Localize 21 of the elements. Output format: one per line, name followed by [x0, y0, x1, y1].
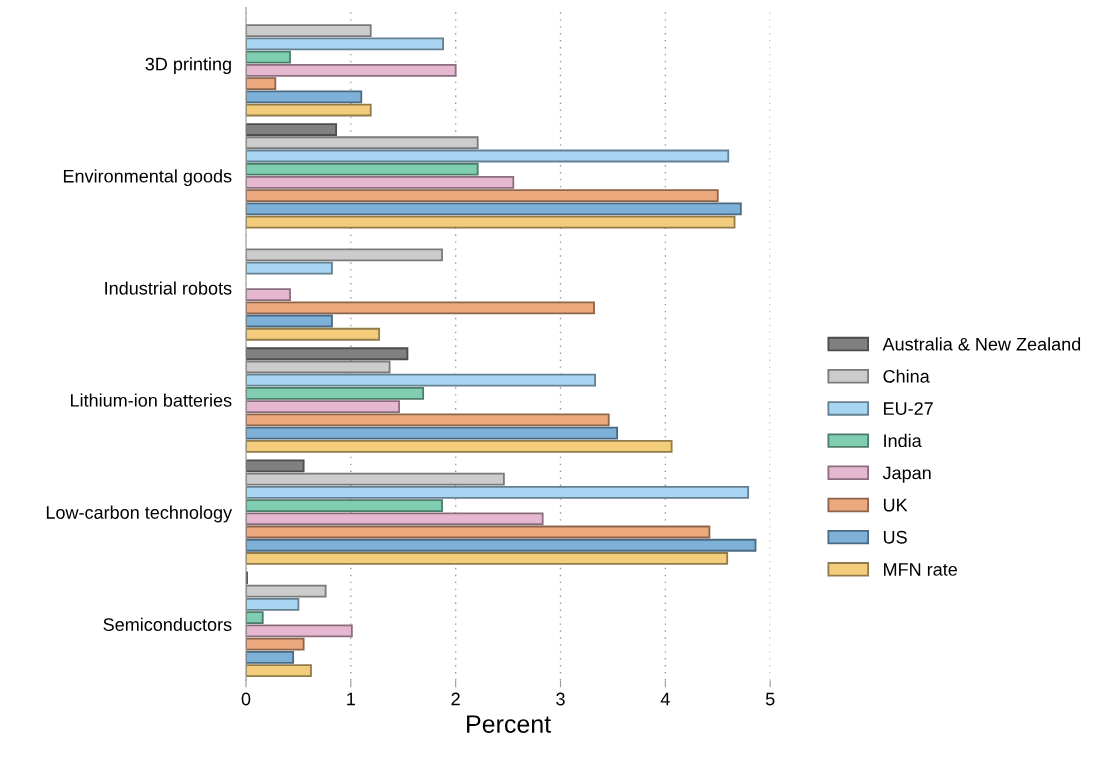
legend-label: Japan: [882, 466, 931, 483]
legend-label: Australia & New Zealand: [882, 337, 1081, 351]
legend-label: EU-27: [884, 402, 933, 415]
y-tick-label: 3D printing: [145, 57, 231, 75]
y-tick-label: Lithium-ion batteries: [71, 393, 232, 407]
x-tick-label: 0: [241, 692, 251, 706]
y-tick-label: Low-carbon technology: [46, 505, 233, 523]
x-tick-label: 2: [451, 692, 460, 706]
x-tick-label: 5: [765, 692, 775, 706]
legend-label: MFN rate: [884, 563, 957, 576]
x-tick-label: 4: [660, 692, 670, 706]
legend-label: UK: [883, 498, 908, 512]
y-tick-label: Semiconductors: [103, 617, 232, 631]
x-axis-title: Percent: [467, 715, 551, 733]
y-tick-label: Environmental goods: [63, 169, 232, 187]
x-tick-label: 1: [347, 692, 355, 706]
y-tick-label: Industrial robots: [105, 281, 232, 295]
legend-label: China: [883, 369, 930, 383]
legend-label: India: [884, 433, 922, 448]
legend-label: US: [883, 530, 907, 544]
x-tick-label: 3: [556, 692, 565, 706]
